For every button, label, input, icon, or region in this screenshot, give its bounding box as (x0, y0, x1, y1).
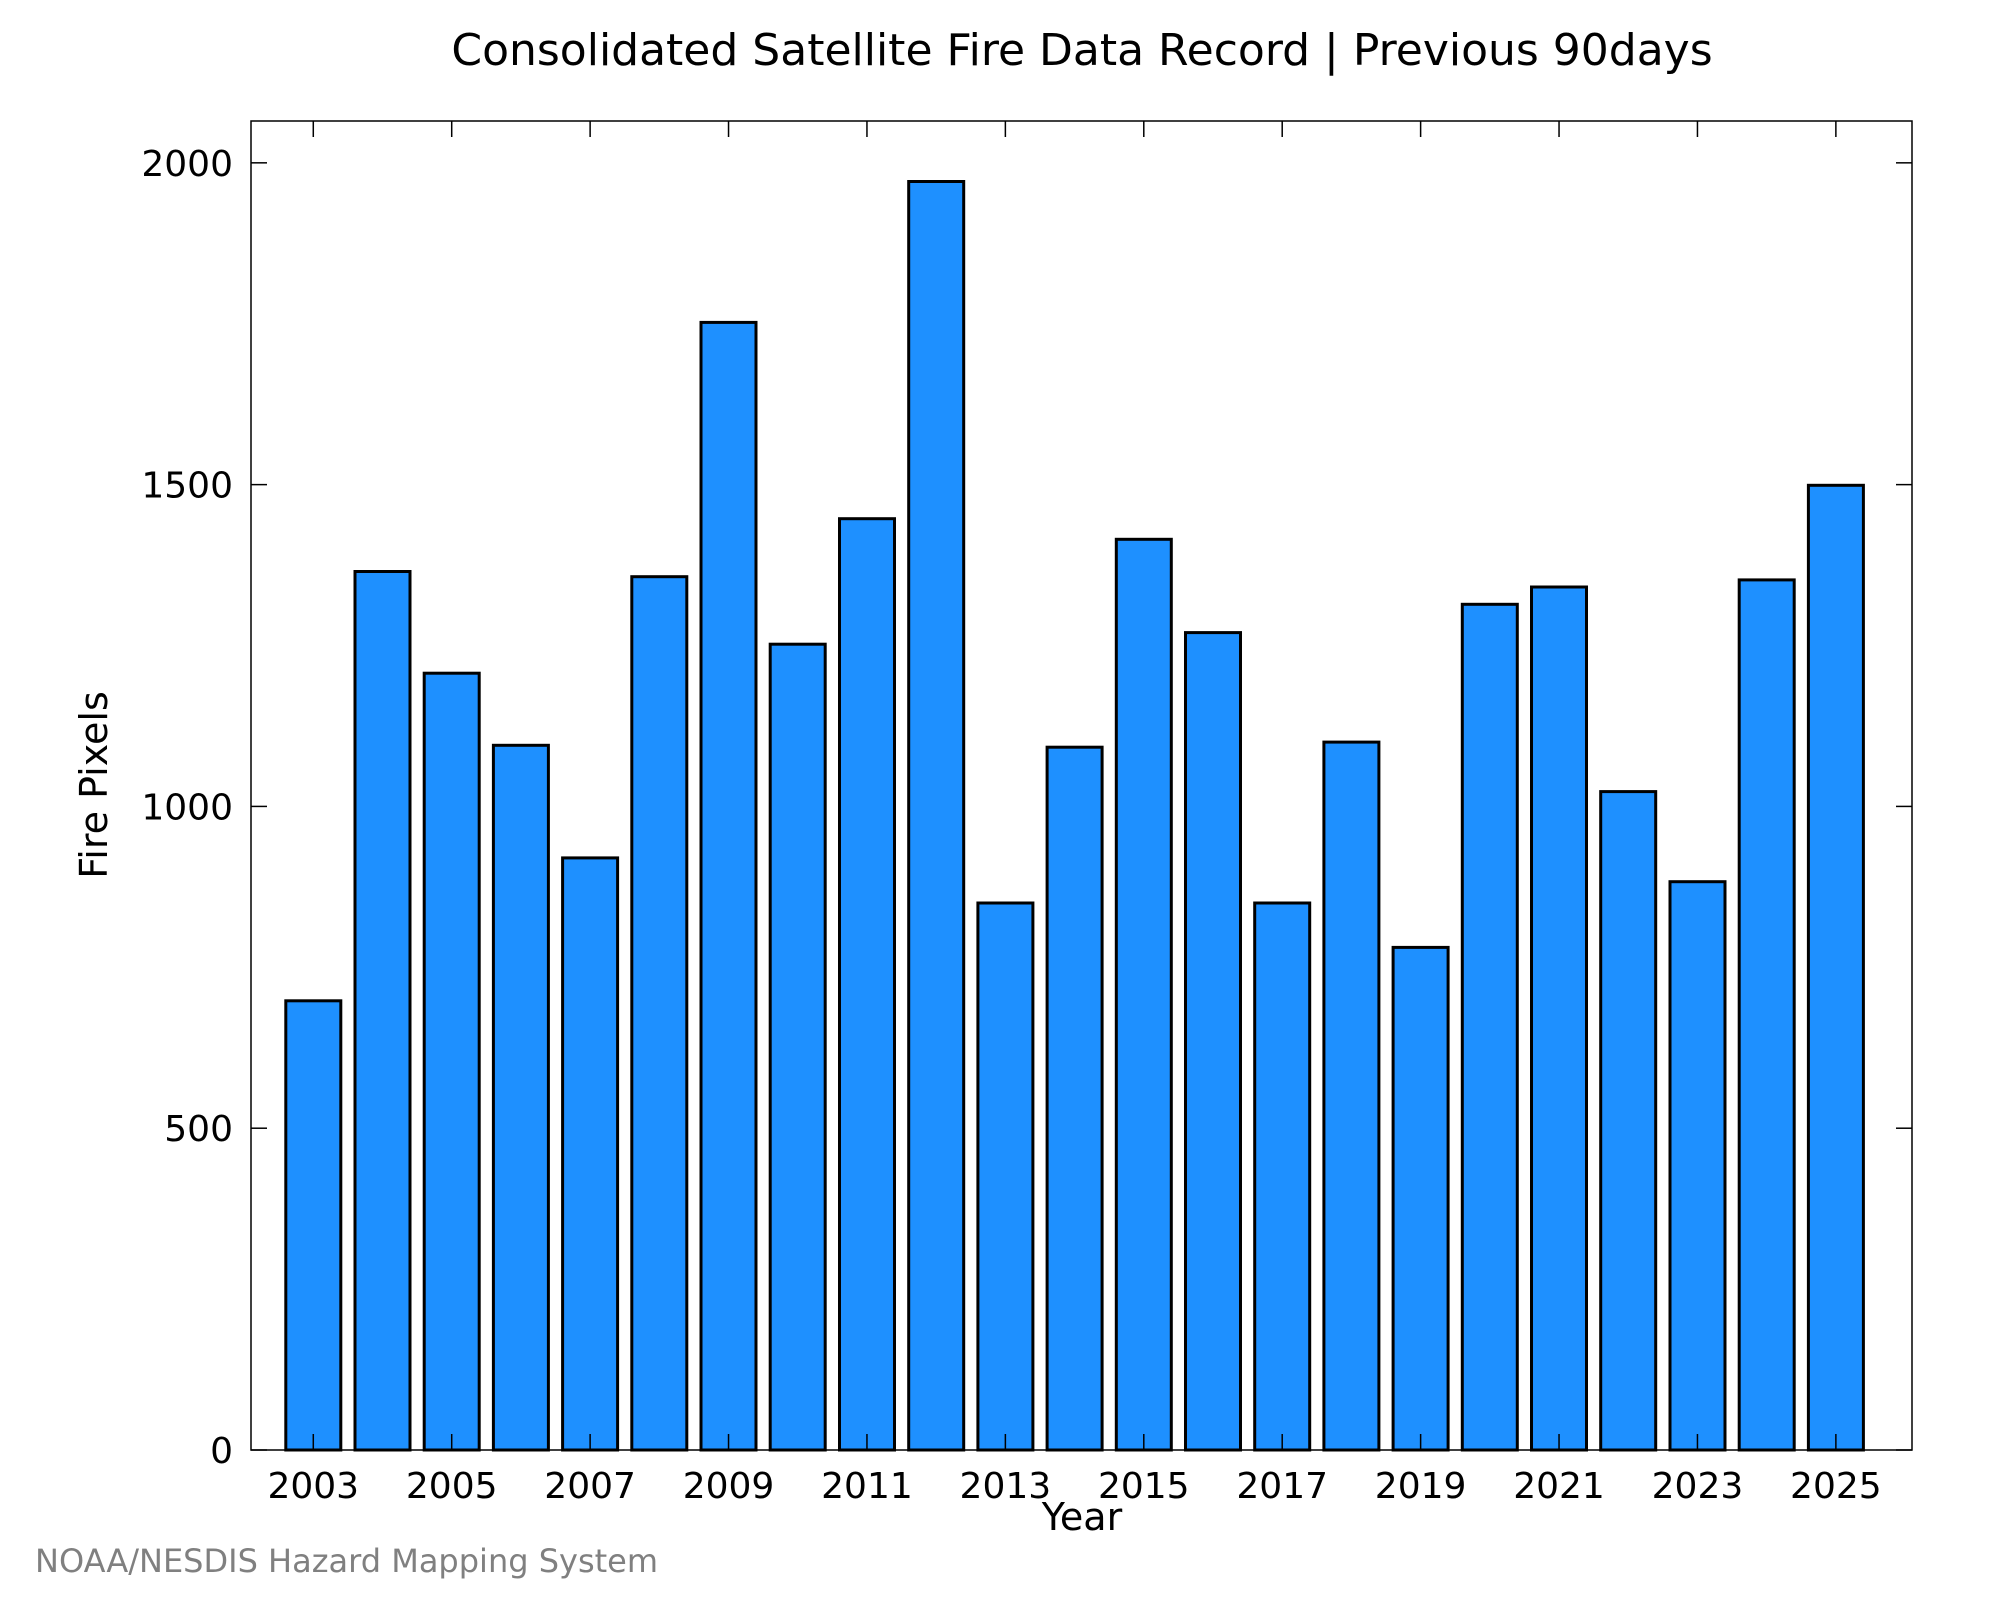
bar-2016 (1184, 631, 1242, 1452)
bar-2022 (1599, 790, 1658, 1452)
x-tick-label: 2005 (406, 1466, 498, 1507)
bar-2005 (422, 671, 481, 1452)
y-tick-label: 500 (164, 1109, 233, 1150)
bar-2007 (561, 856, 620, 1452)
x-tick-label: 2025 (1790, 1466, 1882, 1507)
bar-2011 (838, 517, 896, 1452)
x-tick-label: 2015 (1098, 1466, 1190, 1507)
y-tick-label: 1000 (141, 787, 233, 828)
bar-2008 (630, 575, 689, 1452)
bar-2015 (1114, 537, 1173, 1452)
x-tick-label: 2011 (821, 1466, 913, 1507)
x-tick-label: 2021 (1513, 1466, 1605, 1507)
plot-frame (250, 120, 1913, 1451)
bar-2025 (1806, 483, 1865, 1452)
x-tick-label: 2023 (1652, 1466, 1744, 1507)
y-axis-label: Fire Pixels (72, 691, 116, 879)
x-tick-label: 2013 (960, 1466, 1052, 1507)
bar-2014 (1045, 745, 1104, 1452)
bar-2009 (699, 320, 758, 1452)
x-tick-label: 2009 (683, 1466, 775, 1507)
y-tick-label: 1500 (141, 466, 233, 507)
chart-title: Consolidated Satellite Fire Data Record … (451, 25, 1712, 76)
y-tick-label: 0 (210, 1431, 233, 1472)
bar-2013 (976, 901, 1035, 1452)
x-axis-label: Year (1041, 1495, 1123, 1539)
x-tick-label: 2017 (1236, 1466, 1328, 1507)
bars-group (284, 180, 1865, 1452)
bar-2023 (1668, 880, 1727, 1452)
bar-2024 (1737, 578, 1796, 1452)
ticks-group: 0 500 1000 1500 2000 2003 2005 2007 2009 2011 2013… (141, 121, 1912, 1507)
bar-2006 (491, 743, 550, 1452)
bar-2010 (768, 642, 827, 1452)
bar-2021 (1530, 585, 1588, 1452)
bar-2020 (1460, 602, 1519, 1452)
credit-text: NOAA/NESDIS Hazard Mapping System (35, 1542, 658, 1580)
bar-2017 (1253, 901, 1312, 1452)
bar-2003 (284, 999, 343, 1452)
bar-2018 (1322, 740, 1381, 1452)
x-tick-label: 2003 (267, 1466, 359, 1507)
bar-2019 (1391, 945, 1450, 1452)
bar-2012 (907, 180, 966, 1452)
bar-2004 (353, 570, 412, 1452)
y-tick-label: 2000 (141, 144, 233, 185)
x-tick-label: 2019 (1375, 1466, 1467, 1507)
x-tick-label: 2007 (544, 1466, 636, 1507)
